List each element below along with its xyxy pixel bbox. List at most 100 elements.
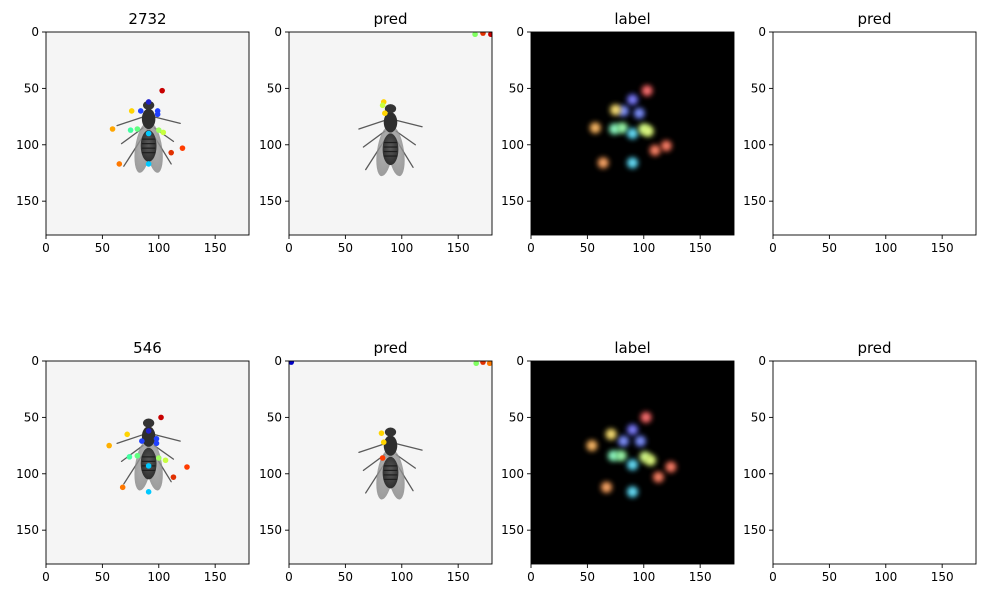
plot-area xyxy=(531,32,734,235)
image-background xyxy=(773,32,976,235)
heatmap-core xyxy=(611,453,616,458)
x-tick-label: 0 xyxy=(285,570,293,584)
heatmap-core xyxy=(630,160,635,165)
axes-frame xyxy=(530,31,735,236)
subplot-title: label xyxy=(614,339,650,357)
keypoint xyxy=(379,455,386,461)
plot-area xyxy=(531,361,734,564)
axes-frame xyxy=(45,360,250,565)
subplot-6: pred 0 50 100 150 0 50 100 150 xyxy=(259,339,493,584)
heatmap-core xyxy=(637,111,642,116)
keypoint xyxy=(128,108,135,114)
heatmap-core xyxy=(630,427,635,432)
y-tick-label: 150 xyxy=(259,194,282,208)
keypoint xyxy=(159,87,165,94)
keypoint xyxy=(472,32,478,38)
fly-head xyxy=(384,104,397,114)
keypoint xyxy=(480,32,486,36)
y-tick-label: 150 xyxy=(743,523,766,537)
y-tick-label: 50 xyxy=(267,81,282,95)
y-tick-label: 0 xyxy=(758,25,766,39)
y-tick-label: 150 xyxy=(259,523,282,537)
x-tick-label: 0 xyxy=(769,570,777,584)
fly-leg xyxy=(153,444,175,460)
keypoint xyxy=(145,161,152,167)
keypoint xyxy=(155,455,162,461)
y-tick-label: 0 xyxy=(758,354,766,368)
x-tick-label: 100 xyxy=(632,241,655,255)
subplot-3: label 0 50 100 150 0 50 100 150 xyxy=(501,10,735,255)
keypoint xyxy=(134,126,141,132)
fly-leg xyxy=(395,130,416,146)
keypoint xyxy=(473,361,480,367)
keypoint xyxy=(109,126,116,132)
heatmap-core xyxy=(664,143,669,148)
x-tick-label: 100 xyxy=(390,241,413,255)
keypoint xyxy=(184,464,190,470)
y-tick-label: 0 xyxy=(31,354,39,368)
y-tick-label: 0 xyxy=(274,354,282,368)
y-tick-label: 50 xyxy=(509,410,524,424)
heatmap-core xyxy=(656,475,661,480)
keypoint xyxy=(162,457,169,464)
plot-area xyxy=(773,32,976,235)
heatmap-core xyxy=(609,432,614,437)
subplot-1: 2732 0 50 100 150 0 50 100 150 xyxy=(16,10,250,255)
y-tick-label: 100 xyxy=(259,138,282,152)
subplot-2: pred 0 50 100 150 0 50 100 150 xyxy=(259,10,493,255)
y-tick-label: 150 xyxy=(16,523,39,537)
keypoint xyxy=(158,414,164,421)
heatmap-core xyxy=(613,107,618,112)
x-tick-label: 50 xyxy=(95,241,110,255)
x-tick-label: 150 xyxy=(931,241,954,255)
heatmap-core xyxy=(621,439,626,444)
axes-frame xyxy=(772,360,977,565)
keypoint xyxy=(145,489,152,495)
y-tick-label: 0 xyxy=(516,354,524,368)
keypoint xyxy=(153,440,160,447)
x-tick-label: 50 xyxy=(338,241,353,255)
x-tick-label: 100 xyxy=(390,570,413,584)
subplot-5: 546 0 50 100 150 0 50 100 150 xyxy=(16,339,250,584)
fly-thorax xyxy=(383,112,398,133)
fly-thorax xyxy=(383,435,398,456)
image-background xyxy=(773,361,976,564)
subplot-title: 546 xyxy=(133,339,162,357)
keypoint xyxy=(126,454,133,460)
axes-frame xyxy=(530,360,735,565)
y-tick-label: 50 xyxy=(24,81,39,95)
heatmap-core xyxy=(612,126,617,131)
plot-area xyxy=(289,32,492,235)
keypoint xyxy=(179,145,186,151)
heatmap-core xyxy=(630,97,635,102)
heatmap-core xyxy=(604,485,609,490)
x-tick-label: 0 xyxy=(42,241,50,255)
fly-leg xyxy=(120,444,144,463)
axes-frame xyxy=(772,31,977,236)
fly-leg xyxy=(395,453,416,469)
heatmap-core xyxy=(648,458,653,463)
fly-head xyxy=(384,427,397,437)
fly-thorax xyxy=(141,426,156,447)
keypoint xyxy=(145,428,152,434)
fly-leg xyxy=(362,130,386,148)
keypoint xyxy=(127,127,134,133)
fly-abdomen xyxy=(382,133,399,166)
plot-area xyxy=(46,32,249,235)
fly-leg xyxy=(116,115,145,127)
keypoint xyxy=(168,149,174,156)
x-tick-label: 150 xyxy=(931,570,954,584)
y-tick-label: 50 xyxy=(751,410,766,424)
fly-head xyxy=(142,100,155,110)
heatmap-core xyxy=(645,88,650,93)
subplot-title: pred xyxy=(857,10,891,28)
x-tick-label: 150 xyxy=(689,570,712,584)
heatmap-core xyxy=(644,415,649,420)
keypoint xyxy=(134,452,141,459)
fly-image xyxy=(358,104,423,177)
axes-frame xyxy=(288,31,493,236)
fly-thorax xyxy=(141,108,156,129)
y-tick-label: 50 xyxy=(267,410,282,424)
subplot-4: pred 0 50 100 150 0 50 100 150 xyxy=(743,10,977,255)
